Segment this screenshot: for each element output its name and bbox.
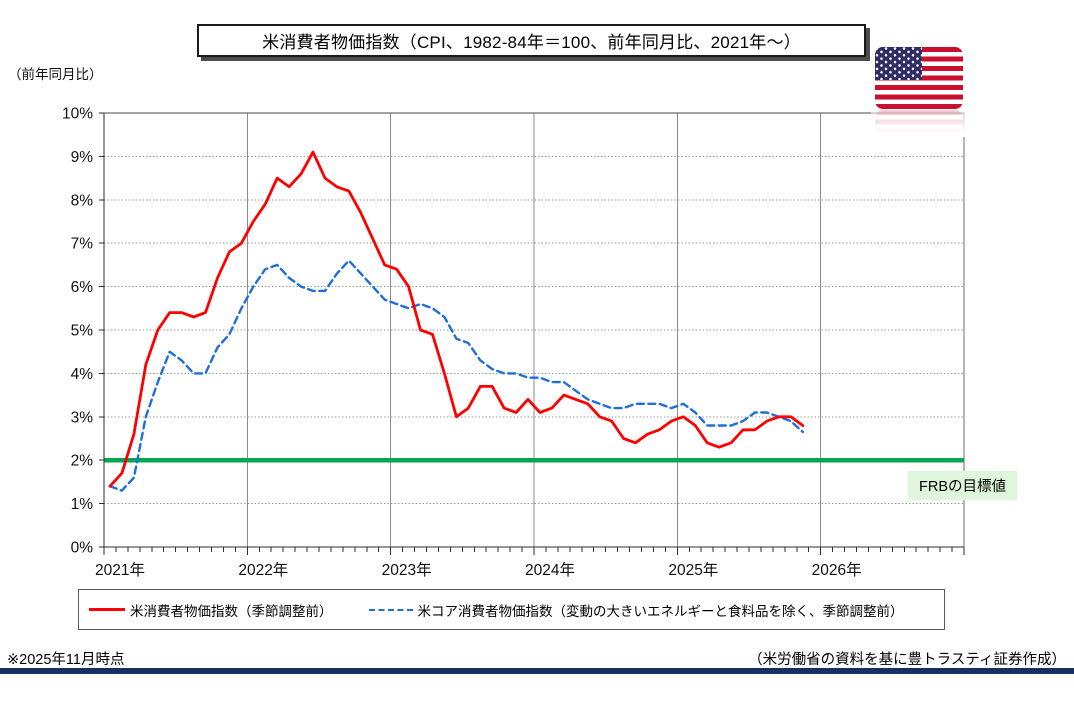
svg-text:2026年: 2026年 [812, 561, 862, 579]
svg-text:0%: 0% [71, 540, 94, 557]
legend-label-core-cpi: 米コア消費者物価指数（変動の大きいエネルギーと食料品を除く、季節調整前） [417, 603, 904, 619]
svg-text:9%: 9% [71, 149, 94, 166]
frb-target-label: FRBの目標値 [908, 471, 1017, 500]
legend-label-cpi: 米消費者物価指数（季節調整前） [130, 603, 333, 619]
svg-text:2024年: 2024年 [525, 561, 575, 579]
svg-text:2021年: 2021年 [95, 561, 145, 579]
us-flag-reflection-fade [871, 109, 967, 137]
bottom-divider-bar [0, 668, 1074, 674]
svg-text:3%: 3% [71, 409, 94, 426]
chart-legend: 米消費者物価指数（季節調整前） 米コア消費者物価指数（変動の大きいエネルギーと食… [78, 589, 945, 630]
svg-text:4%: 4% [71, 366, 94, 383]
cpi-line-chart: 0% 1% 2% 3% 4% 5% 6% 7% 8% 9% 10% 2021年 2022年 2023年 20… [62, 106, 965, 579]
us-flag-canton [875, 47, 922, 81]
legend-item-core-cpi: 米コア消費者物価指数（変動の大きいエネルギーと食料品を除く、季節調整前） [368, 600, 904, 620]
svg-text:1%: 1% [71, 496, 94, 513]
chart-title: 米消費者物価指数（CPI、1982-84年＝100、前年同月比、2021年～） [262, 33, 801, 52]
svg-text:2022年: 2022年 [238, 561, 288, 579]
as-of-date-note: ※2025年11月時点 [7, 652, 125, 668]
legend-item-cpi: 米消費者物価指数（季節調整前） [89, 600, 333, 620]
chart-title-box: 米消費者物価指数（CPI、1982-84年＝100、前年同月比、2021年～） [197, 24, 866, 57]
svg-text:10%: 10% [62, 106, 93, 123]
svg-text:6%: 6% [71, 279, 94, 296]
y-axis-unit-label: （前年同月比） [8, 67, 103, 82]
svg-text:5%: 5% [71, 323, 94, 340]
svg-text:8%: 8% [71, 192, 94, 209]
us-flag-icon [875, 47, 963, 109]
blue-dashed-line-sample-icon [368, 608, 413, 611]
svg-text:2023年: 2023年 [382, 561, 432, 579]
red-line-sample-icon [89, 608, 125, 611]
source-credit: （米労働省の資料を基に豊トラスティ証券作成） [748, 652, 1066, 668]
svg-text:7%: 7% [71, 236, 94, 253]
svg-text:2%: 2% [71, 453, 94, 470]
svg-text:2025年: 2025年 [668, 561, 718, 579]
